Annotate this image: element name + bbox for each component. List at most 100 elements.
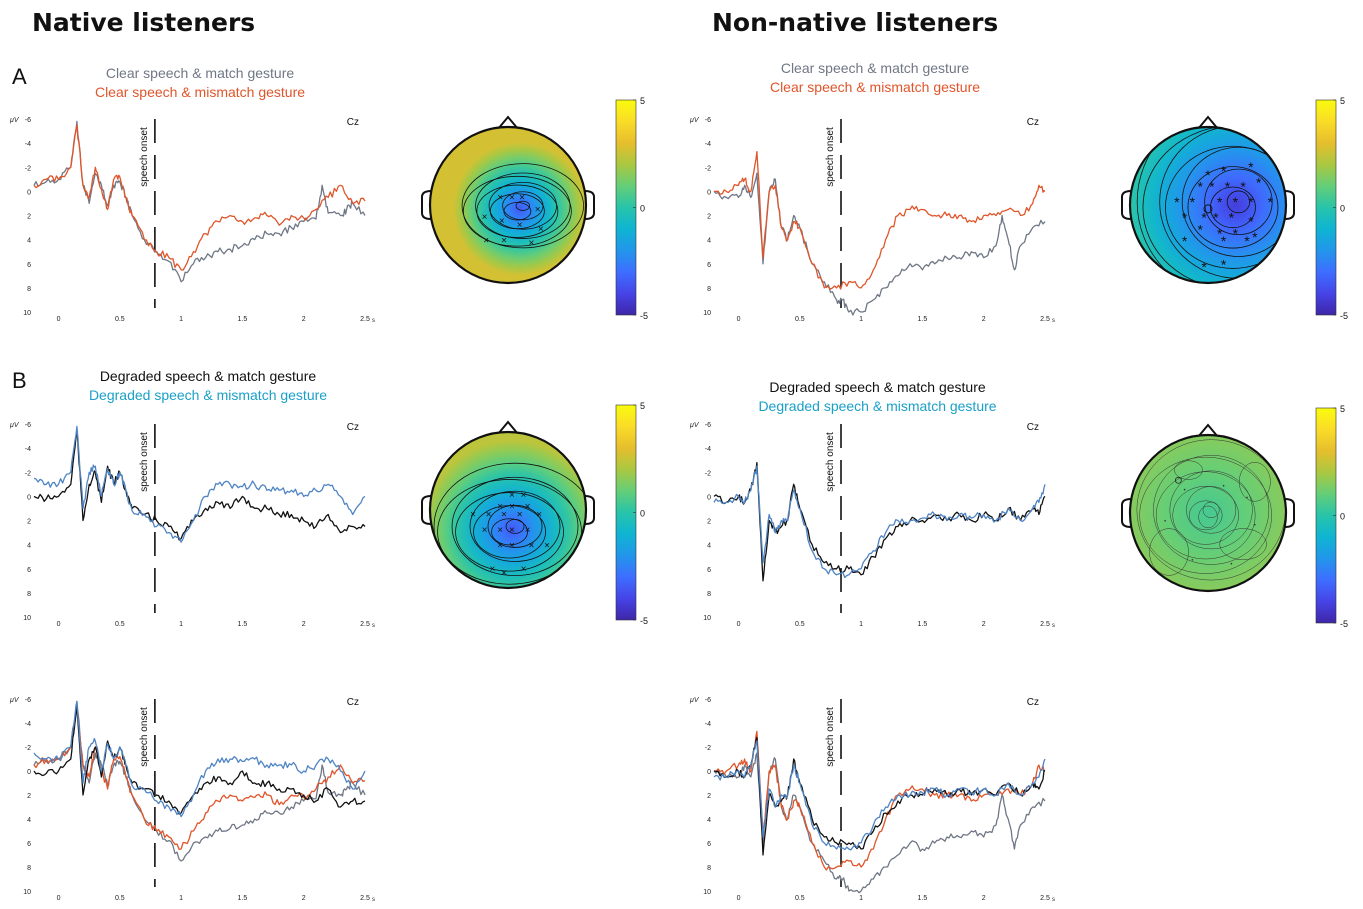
significant-electrode-marker: * (1201, 259, 1207, 275)
topo-contour-line (1155, 471, 1256, 560)
y-tick-label: -6 (705, 422, 711, 429)
x-tick-label: 1.5 (238, 316, 248, 323)
significant-electrode-marker: * (1229, 210, 1235, 226)
speech-onset-label: speech onset (139, 432, 150, 492)
topo-contour-line (475, 172, 571, 239)
significant-electrode-marker: * (1248, 159, 1254, 175)
y-tick-label: 0 (27, 494, 31, 501)
topo-contour-line (1210, 186, 1256, 229)
topo-contour-line (1149, 528, 1189, 576)
topo-contour-line (1169, 470, 1253, 550)
topo-contour-line (462, 175, 572, 247)
significant-electrode-marker: × (509, 541, 515, 552)
electrode-label: Cz (347, 697, 359, 708)
y-tick-label: 10 (703, 615, 711, 622)
x-tick-label: 2 (982, 621, 986, 628)
y-tick-label: -2 (705, 165, 711, 172)
significant-electrode-marker: × (482, 525, 488, 536)
colorbar-tick-label: -5 (1340, 619, 1348, 629)
significant-electrode-marker: * (1221, 233, 1227, 249)
x-axis-unit-label: s (1052, 318, 1055, 324)
topo-map-native-b: × ×× × ×× × × × ×× × × ×× × × ×× × ×50-5 (421, 401, 648, 626)
y-axis-unit-label: μV (689, 697, 700, 704)
y-tick-label: 4 (27, 817, 31, 824)
y-tick-label: 10 (703, 310, 711, 317)
erp-series-line (33, 120, 366, 283)
topo-contour-line (433, 462, 586, 588)
y-tick-label: 6 (707, 841, 711, 848)
electrode-dot (1164, 520, 1166, 522)
x-tick-label: 1 (859, 895, 863, 902)
y-tick-label: -4 (25, 141, 31, 148)
panel-letter-b: B (12, 368, 27, 393)
x-tick-label: 1 (859, 316, 863, 323)
topo-contour-line (1172, 485, 1239, 545)
topo-contour-line (1153, 455, 1270, 565)
topo-head-fill (430, 432, 586, 588)
x-tick-label: 0.5 (795, 316, 805, 323)
topo-contour-line (1139, 456, 1272, 574)
topo-contour-line (1226, 190, 1251, 214)
significant-electrode-marker: × (501, 509, 507, 520)
topo-contour-line (487, 504, 543, 548)
head-ear-left (421, 190, 432, 220)
y-axis-unit-label: μV (9, 422, 20, 429)
significant-electrode-marker: × (525, 502, 531, 513)
x-tick-label: 2 (302, 316, 306, 323)
significant-electrode-marker: × (483, 236, 489, 247)
colorbar-tick-label: 5 (1340, 96, 1345, 106)
panel-letter-a: A (12, 64, 27, 89)
significant-electrode-marker: × (517, 509, 523, 520)
erp-series-line (33, 124, 366, 271)
head-outline (428, 430, 588, 590)
topo-contour-line (476, 184, 559, 238)
significant-electrode-marker: × (499, 216, 505, 227)
significant-electrode-marker: × (486, 509, 492, 520)
topo-contour-line (1188, 500, 1223, 531)
significant-electrode-marker: * (1233, 225, 1239, 241)
x-tick-label: 1 (179, 895, 183, 902)
topo-contour-line (1204, 168, 1273, 236)
electrode-dot (1183, 488, 1186, 491)
head-ear-right (584, 495, 595, 525)
y-tick-label: 2 (707, 519, 711, 526)
colorbar-tick-label: 5 (640, 401, 645, 411)
topo-contour-line (1238, 462, 1271, 502)
significant-electrode-marker: * (1174, 194, 1180, 210)
x-tick-label: 1 (179, 316, 183, 323)
x-tick-label: 1 (179, 621, 183, 628)
head-ear-right (1284, 498, 1295, 528)
y-tick-label: 2 (707, 793, 711, 800)
colorbar-tick-label: 5 (1340, 404, 1345, 414)
y-tick-label: 0 (707, 494, 711, 501)
topo-contour-line (1136, 127, 1286, 283)
legend-entry-clear-mismatch: Clear speech & mismatch gesture (769, 79, 981, 95)
x-tick-label: 2 (982, 316, 986, 323)
y-tick-label: -4 (705, 446, 711, 453)
y-tick-label: 6 (27, 567, 31, 574)
significant-electrode-marker: × (509, 502, 515, 513)
speech-onset-label: speech onset (139, 707, 150, 767)
significant-electrode-marker: × (501, 568, 507, 579)
significant-electrode-marker: * (1201, 210, 1207, 226)
electrode-label: Cz (1027, 422, 1039, 433)
erp-series-line (33, 429, 366, 541)
topo-head-fill (1130, 435, 1286, 591)
significant-electrode-marker: × (509, 490, 515, 501)
erp-chart-native-b: μV -6 -4 -2 0 2 4 6 8 10 0 0.5 1 1.5 2 2.5 s Cz speech ons… (9, 422, 375, 629)
significant-electrode-marker: × (528, 238, 534, 249)
x-tick-label: 0 (737, 621, 741, 628)
topo-contours (433, 462, 586, 588)
topo-contour-line (473, 505, 546, 559)
y-tick-label: 4 (27, 238, 31, 245)
topo-contour-line (1202, 501, 1220, 518)
topo-contour-line (451, 476, 579, 576)
legend-nonnative-b: Degraded speech & match gesture Degraded… (725, 378, 1030, 416)
electrode-label: Cz (1027, 697, 1039, 708)
significant-electrode-marker: × (501, 236, 507, 247)
x-tick-label: 0 (737, 316, 741, 323)
y-tick-label: -6 (705, 697, 711, 704)
nonnative-listeners-heading: Non-native listeners (712, 8, 999, 37)
significant-electrode-marker: × (497, 502, 503, 513)
y-tick-label: 10 (23, 889, 31, 896)
